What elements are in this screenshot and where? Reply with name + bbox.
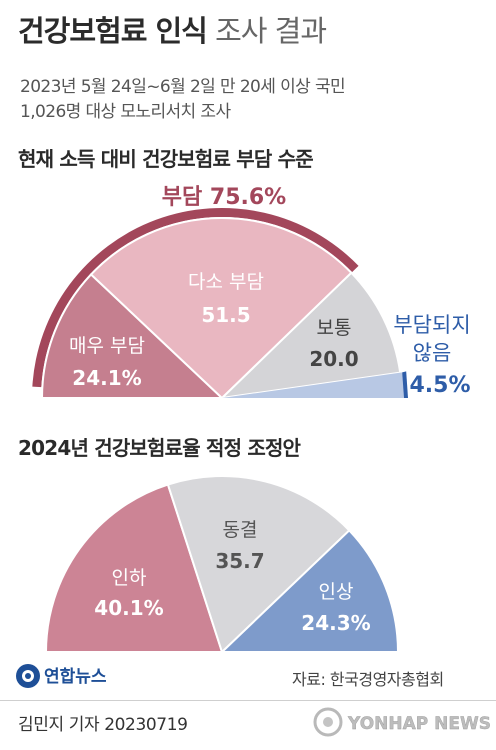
- title-main: 건강보험료 인식: [18, 14, 208, 48]
- chart2-title: 2024년 건강보험료율 적정 조정안: [18, 436, 301, 460]
- page-title: 건강보험료 인식 조사 결과: [18, 8, 327, 50]
- logo-text: 연합뉴스: [44, 666, 107, 687]
- burden-group-label: 부담 75.6%: [162, 185, 286, 210]
- slice-1-name: 다소 부담: [188, 271, 264, 293]
- slice-2-value: 20.0: [309, 347, 358, 371]
- slice-0-value: 24.1%: [72, 366, 141, 390]
- survey-period: 2023년 5월 24일~6월 2일 만 20세 이상 국민: [20, 77, 346, 97]
- slice-2: [219, 271, 402, 400]
- slice-2: [219, 528, 400, 653]
- title-sub: 조사 결과: [215, 14, 327, 48]
- slice-1: [89, 217, 353, 400]
- slice-0: [40, 273, 225, 399]
- slice-1-name: 동결: [223, 519, 258, 541]
- byline: 김민지 기자 20230719: [18, 715, 188, 735]
- slice-0: [44, 483, 224, 653]
- source-text: 자료: 한국경영자총협회: [292, 670, 444, 689]
- slice-1: [166, 475, 351, 654]
- burden-group-arc: [32, 207, 359, 388]
- watermark-text: YONHAP NEWS: [347, 714, 491, 734]
- slice-3: [222, 372, 404, 398]
- slice-2-name: 인상: [319, 581, 354, 603]
- slice-3-name-line2: 않음: [413, 341, 452, 365]
- slice-3-value: 4.5%: [409, 373, 470, 398]
- slice-0-name: 매우 부담: [69, 335, 145, 357]
- slice-0-name: 인하: [112, 567, 147, 589]
- slice-1-value: 35.7: [215, 549, 264, 573]
- survey-sample: 1,026명 대상 모노리서치 조사: [20, 102, 231, 122]
- slice-3-accent: [402, 371, 408, 398]
- yonhap-logo: 연합뉴스: [16, 664, 107, 688]
- slice-2-value: 24.3%: [301, 611, 370, 635]
- chart1-title: 현재 소득 대비 건강보험료 부담 수준: [18, 147, 314, 171]
- slice-2-name: 보통: [317, 317, 352, 339]
- footer-divider: [0, 700, 496, 701]
- slice-0-value: 40.1%: [94, 596, 163, 620]
- yonhap-watermark: YONHAP NEWS: [313, 707, 491, 737]
- slice-3-name-line1: 부담되지: [393, 313, 470, 337]
- slice-1-value: 51.5: [201, 303, 250, 327]
